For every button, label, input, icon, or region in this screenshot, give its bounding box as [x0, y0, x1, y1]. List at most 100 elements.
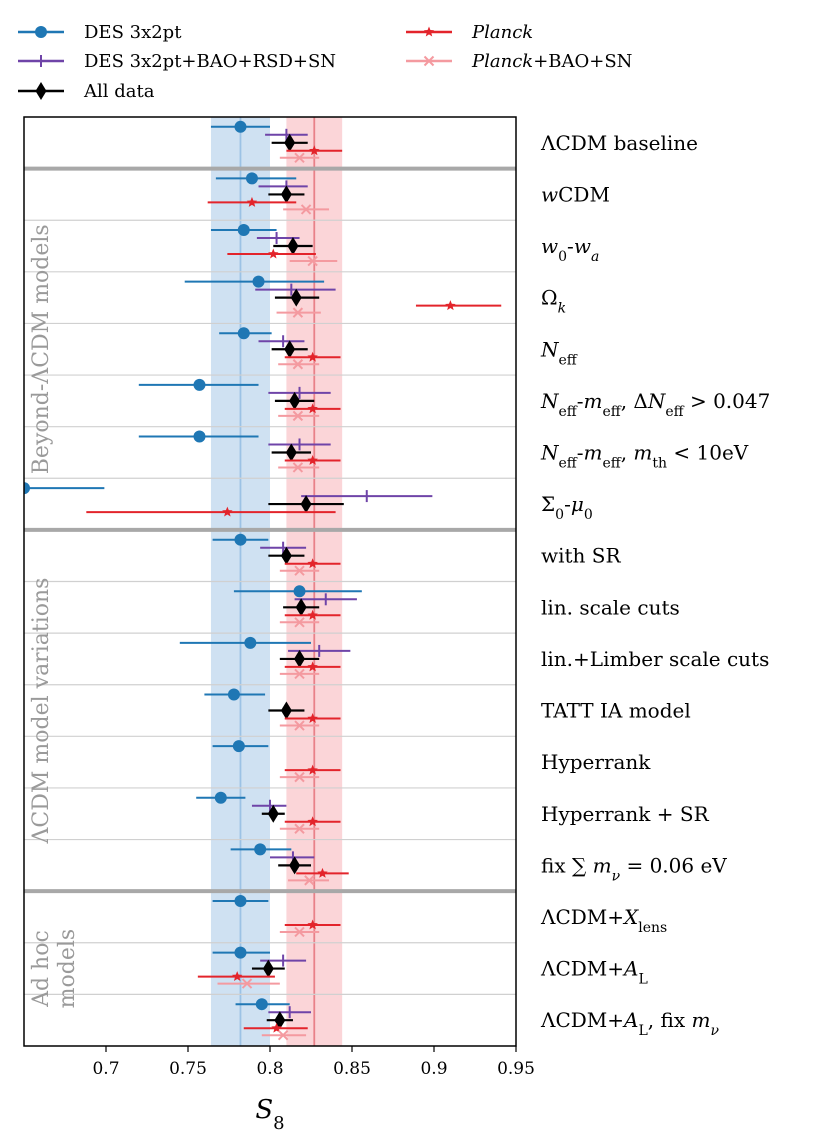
des-point	[252, 275, 265, 288]
all-data-point	[290, 288, 302, 307]
legend-label: DES 3x2pt+BAO+RSD+SN	[84, 51, 336, 72]
section-label: Beyond-ΛCDM models	[29, 224, 54, 474]
all-data-point	[300, 495, 312, 514]
all-data-point	[280, 185, 292, 204]
des-point	[234, 946, 247, 959]
all-data-point	[289, 391, 301, 410]
row-label: wCDM	[541, 182, 610, 206]
des-point	[244, 636, 257, 649]
data-row	[233, 585, 362, 628]
x-tick-label: 0.8	[256, 1059, 283, 1079]
all-data-point	[262, 959, 274, 978]
row-label: lin. scale cuts	[541, 595, 680, 619]
des-point	[35, 26, 47, 38]
des-point	[254, 843, 267, 856]
section-label: models	[55, 929, 80, 1009]
planckext-x-stroke	[294, 152, 305, 164]
planckext-point	[294, 771, 305, 783]
all-data-point	[280, 546, 292, 565]
x-tick-label: 0.7	[92, 1059, 119, 1079]
des-point	[234, 533, 247, 546]
planck-point	[307, 661, 318, 672]
des-point	[245, 172, 258, 185]
planckext-x-stroke	[292, 462, 304, 473]
planckext-x-stroke	[294, 668, 305, 680]
planck-point	[307, 454, 318, 465]
row-label: ΛCDM baseline	[540, 131, 698, 155]
planckext-point	[304, 875, 315, 886]
des-point	[193, 378, 206, 391]
row-label: Hyperrank	[541, 750, 651, 774]
x-tick-label: 0.9	[420, 1059, 447, 1079]
row-label: Neff	[540, 337, 578, 368]
data-row	[179, 636, 351, 680]
x-tick-label: 0.95	[497, 1059, 535, 1079]
data-row	[212, 740, 341, 783]
des-point	[234, 894, 247, 907]
row-label: TATT IA model	[541, 699, 691, 723]
planckext-x-stroke	[294, 823, 305, 834]
all-data-point	[280, 701, 292, 720]
des-point	[293, 585, 306, 598]
planckext-x-stroke	[294, 926, 305, 938]
row-label: Ωk	[541, 286, 566, 317]
legend-label: Planck+BAO+SN	[471, 51, 632, 72]
legend-label: DES 3x2pt	[84, 22, 182, 43]
legend-item-all: All data	[18, 81, 155, 102]
data-row	[138, 430, 341, 473]
planckext-x-stroke	[294, 771, 305, 783]
all-data-point	[285, 443, 297, 462]
all-data-point	[284, 340, 296, 359]
section-label: ΛCDM model variations	[29, 578, 54, 845]
row-label: fix ∑ mν = 0.06 eV	[541, 853, 727, 884]
planckext-x-stroke	[294, 720, 305, 731]
planck-point	[307, 351, 318, 362]
planckext-x-stroke	[292, 410, 304, 422]
planckext-point	[294, 926, 305, 938]
planckext-x-stroke	[241, 978, 253, 989]
planckext-x-stroke	[294, 565, 305, 576]
data-row	[196, 791, 341, 834]
legend-label: All data	[83, 81, 155, 102]
planck-point	[307, 609, 318, 620]
row-label: lin.+Limber scale cuts	[541, 647, 769, 671]
data-row	[235, 998, 311, 1041]
row-label: ΛCDM+Xlens	[540, 905, 667, 936]
planckext-x-stroke	[292, 307, 304, 318]
des-point	[227, 688, 240, 701]
planckext-point	[294, 720, 305, 731]
planckext-x-stroke	[292, 359, 304, 370]
planckext-point	[292, 307, 304, 318]
des-point	[255, 998, 268, 1011]
legend-item-planck: Planck	[406, 22, 533, 43]
planckext-point	[294, 617, 305, 628]
data-row	[138, 378, 341, 422]
data-row	[197, 946, 307, 989]
planckext-point	[423, 55, 435, 67]
des-point	[24, 482, 30, 495]
planckext-point	[307, 255, 318, 267]
row-label: w0-wa	[541, 234, 599, 265]
data-row	[210, 120, 343, 164]
x-tick-label: 0.75	[169, 1059, 207, 1079]
data-row	[210, 224, 338, 267]
row-label: with SR	[541, 544, 621, 568]
planckext-x-stroke	[300, 204, 312, 215]
planck-point	[317, 867, 328, 878]
plot-area: Beyond-ΛCDM models ΛCDM model variations A…	[24, 117, 516, 1046]
planck-point	[307, 816, 318, 827]
x-tick-label: 0.85	[333, 1059, 371, 1079]
all-data-point	[267, 804, 279, 823]
row-label: Σ0-μ0	[541, 492, 593, 523]
planckext-x-stroke	[277, 1029, 289, 1041]
all-data-point	[287, 237, 299, 256]
planck-point	[246, 196, 258, 207]
planckext-point	[294, 565, 305, 576]
des-point	[237, 224, 250, 237]
data-row	[230, 843, 349, 886]
planck-point	[307, 403, 318, 414]
planck-point	[307, 558, 318, 569]
all-data-point	[284, 133, 296, 152]
planck-point	[268, 248, 279, 259]
